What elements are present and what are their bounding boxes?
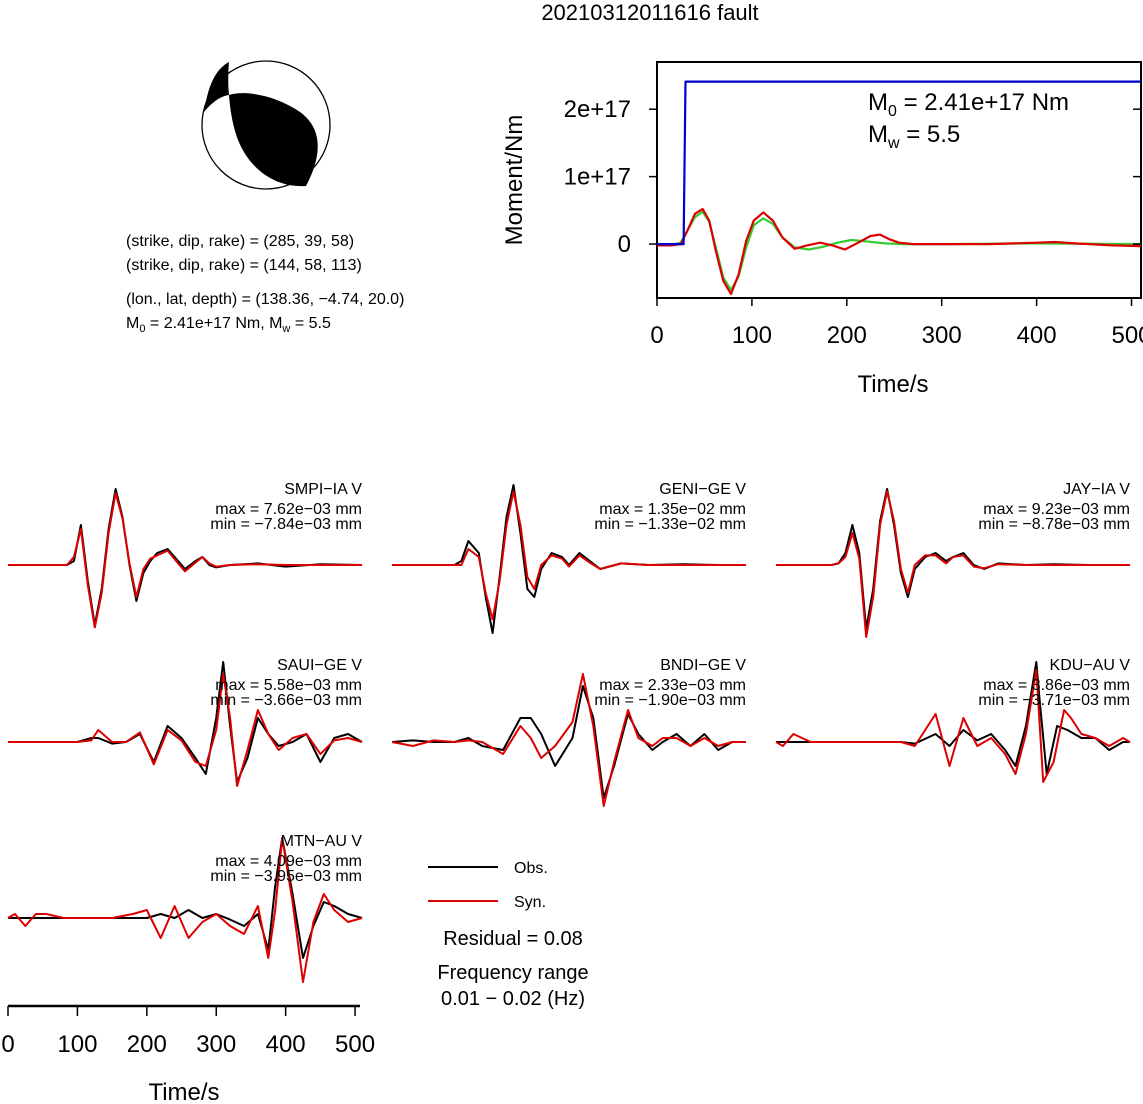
station-name: JAY−IA V (1063, 481, 1130, 498)
plane1-text: (strike, dip, rake) = (285, 39, 58) (126, 233, 354, 250)
station-min: min = −3.66e−03 mm (210, 692, 362, 709)
synthetic-trace (8, 492, 362, 629)
moment-x-tick-label: 100 (732, 322, 772, 349)
station-min: min = −1.33e−02 mm (594, 516, 746, 533)
station-min: min = −3.71e−03 mm (978, 692, 1130, 709)
moment-series-red (657, 207, 1142, 296)
moment-series-blue (657, 80, 1141, 246)
station-name: GENI−GE V (659, 481, 746, 498)
station-max: max = 5.58e−03 mm (215, 677, 362, 694)
moment-y-tick-label: 1e+17 (564, 164, 631, 191)
moment-y-tick-label: 2e+17 (564, 96, 631, 123)
station-max: max = 1.35e−02 mm (599, 501, 746, 518)
waveform-x-tick-label: 400 (266, 1031, 306, 1058)
synthetic-trace (8, 673, 363, 787)
legend-syn-label: Syn. (514, 894, 546, 911)
station-name: MTN−AU V (281, 833, 363, 850)
station-min: min = −7.84e−03 mm (210, 516, 362, 533)
waveform-x-axis-label: Time/s (148, 1079, 219, 1104)
waveform-x-tick-label: 200 (127, 1031, 167, 1058)
moment-y-axis: 0 1e+17 2e+17 (564, 96, 1141, 258)
synthetic-trace (391, 673, 746, 807)
beachball-compression-cap (204, 62, 229, 112)
moment-series-group (657, 80, 1142, 296)
station-min: min = −3.95e−03 mm (210, 868, 362, 885)
waveform-x-tick-label: 100 (57, 1031, 97, 1058)
station-name: BNDI−GE V (660, 657, 746, 674)
legend: Obs. Syn. Residual = 0.08 Frequency rang… (428, 860, 589, 1010)
moment-plot: 0 100 200 300 400 500 0 1e+17 2e+17 Time/s Mome… (501, 61, 1143, 398)
waveform-x-tick-label: 500 (335, 1031, 375, 1058)
plane2-text: (strike, dip, rake) = (144, 58, 113) (126, 257, 362, 274)
residual-text: Residual = 0.08 (443, 928, 583, 950)
frequency-label: Frequency range (437, 962, 588, 984)
frequency-range: 0.01 − 0.02 (Hz) (441, 988, 585, 1010)
synthetic-trace (776, 490, 1130, 638)
synthetic-trace (392, 490, 746, 621)
moment-x-tick-label: 300 (922, 322, 962, 349)
waveform-x-tick-label: 0 (1, 1031, 14, 1058)
waveform-x-axis: 0 100 200 300 400 500 (1, 1004, 375, 1058)
moment-series-green (657, 210, 1142, 291)
legend-obs-label: Obs. (514, 860, 548, 877)
station-min: min = −8.78e−03 mm (978, 516, 1130, 533)
location-text: (lon., lat, depth) = (138.36, −4.74, 20.… (126, 291, 404, 308)
station-max: max = 9.23e−03 mm (983, 501, 1130, 518)
station-name: SMPI−IA V (284, 481, 362, 498)
moment-y-tick-label: 0 (618, 231, 631, 258)
station-name: KDU−AU V (1050, 657, 1131, 674)
moment-x-tick-label: 200 (827, 322, 867, 349)
moment-x-axis-label: Time/s (857, 371, 928, 398)
synthetic-trace (775, 669, 1131, 783)
moment-x-tick-label: 400 (1017, 322, 1057, 349)
station-max: max = 7.62e−03 mm (215, 501, 362, 518)
moment-x-tick-label: 0 (650, 322, 663, 349)
observed-trace (8, 837, 363, 959)
magnitude-text: M0 = 2.41e+17 Nm, Mw = 5.5 (126, 315, 331, 335)
station-max: max = 4.09e−03 mm (215, 853, 362, 870)
moment-mw-annotation: Mw = 5.5 (868, 121, 960, 152)
station-min: min = −1.90e−03 mm (594, 692, 746, 709)
moment-y-axis-label: Moment/Nm (501, 115, 528, 246)
station-max: max = 2.33e−03 mm (599, 677, 746, 694)
moment-x-tick-label: 500 (1111, 322, 1143, 349)
synthetic-trace (7, 837, 363, 983)
figure-title: 20210312011616 fault (541, 0, 758, 25)
mechanism-info: (strike, dip, rake) = (285, 39, 58) (str… (126, 233, 404, 335)
station-max: max = 3.86e−03 mm (983, 677, 1130, 694)
moment-x-axis: 0 100 200 300 400 500 (650, 298, 1143, 349)
beachball-diagram (201, 60, 331, 190)
moment-plot-frame (656, 61, 1142, 299)
beachball-compression-lobe (229, 93, 318, 187)
moment-m0-annotation: M0 = 2.41e+17 Nm (868, 89, 1069, 120)
waveform-x-tick-label: 300 (196, 1031, 236, 1058)
station-name: SAUI−GE V (277, 657, 362, 674)
